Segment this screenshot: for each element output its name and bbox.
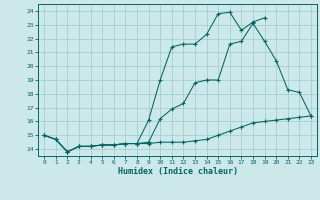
X-axis label: Humidex (Indice chaleur): Humidex (Indice chaleur) — [118, 167, 238, 176]
